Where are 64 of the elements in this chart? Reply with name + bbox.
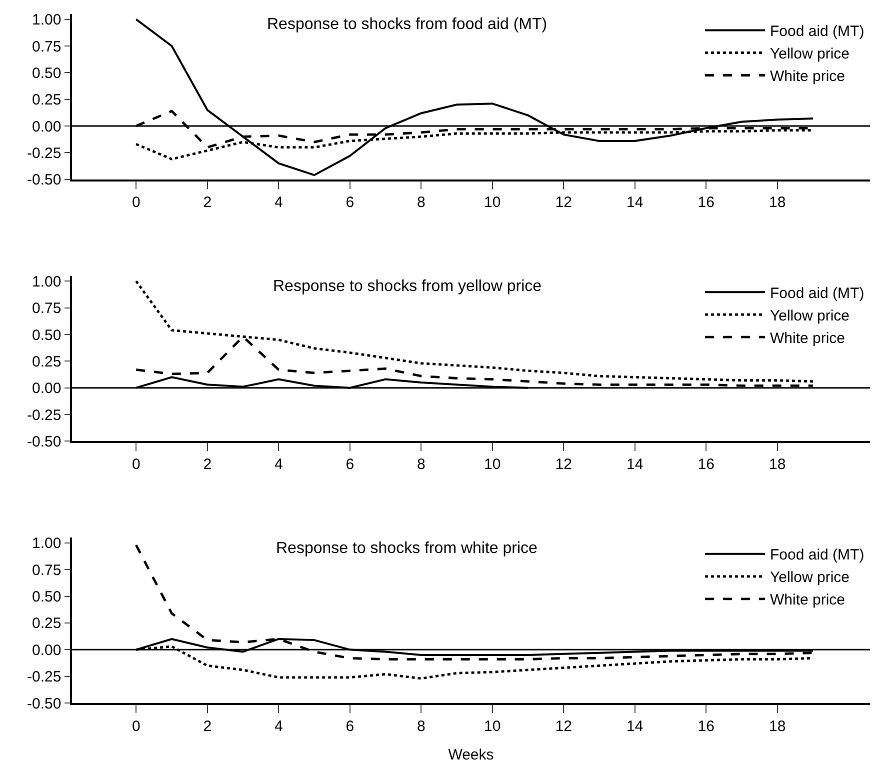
chart-title: Response to shocks from food aid (MT) [267, 16, 548, 33]
y-tick-label: -0.50 [27, 695, 62, 712]
legend-label: Yellow price [770, 569, 850, 586]
y-tick-label: -0.50 [27, 433, 62, 450]
x-tick-label: 0 [132, 718, 140, 735]
x-tick-label: 10 [484, 718, 501, 735]
x-tick-label: 6 [346, 718, 354, 735]
y-tick-label: -0.50 [27, 172, 62, 189]
x-tick-label: 10 [484, 456, 501, 473]
x-tick-label: 2 [203, 194, 212, 212]
y-tick-label: 0.50 [32, 588, 62, 606]
y-tick-label: 0.25 [32, 92, 62, 109]
y-tick-label: 1.00 [32, 535, 62, 552]
x-tick-label: 6 [346, 456, 354, 473]
y-tick-label: 0.75 [32, 38, 62, 56]
x-tick-label: 12 [555, 194, 572, 212]
y-tick-label: -0.25 [27, 144, 62, 162]
x-tick-label: 10 [484, 194, 501, 212]
x-tick-label: 2 [203, 718, 212, 735]
legend-label: White price [770, 68, 846, 86]
chart-title: Response to shocks from yellow price [273, 278, 542, 295]
legend-label: Yellow price [770, 46, 850, 63]
legend-label: Yellow price [770, 307, 850, 324]
x-tick-label: 4 [274, 194, 283, 212]
legend-label: White price [770, 330, 846, 347]
x-tick-label: 0 [132, 194, 140, 212]
y-tick-label: 0.00 [32, 642, 62, 659]
legend-label: Food aid (MT) [770, 23, 864, 40]
x-tick-label: 16 [698, 718, 714, 735]
x-tick-label: 4 [274, 456, 283, 473]
y-tick-label: 0.75 [32, 300, 62, 318]
x-tick-label: 2 [203, 456, 212, 473]
x-tick-label: 8 [416, 718, 426, 735]
y-tick-label: -0.25 [27, 668, 62, 686]
x-tick-label: 12 [555, 456, 572, 473]
x-tick-label: 16 [698, 456, 714, 473]
x-tick-label: 0 [132, 456, 140, 473]
x-tick-label: 4 [274, 718, 283, 735]
x-tick-label: 14 [626, 718, 644, 735]
x-tick-label: 18 [769, 194, 786, 212]
chart-title: Response to shocks from white price [276, 540, 538, 557]
x-tick-label: 18 [769, 456, 786, 473]
legend-label: Food aid (MT) [770, 284, 864, 302]
x-tick-label: 6 [346, 194, 354, 212]
y-tick-label: 0.25 [32, 615, 62, 632]
y-tick-label: 1.00 [32, 273, 62, 290]
x-tick-label: 18 [769, 718, 786, 735]
y-tick-label: 0.50 [32, 326, 62, 344]
y-tick-label: 0.25 [32, 353, 62, 370]
x-axis-title: Weeks [448, 746, 494, 764]
x-tick-label: 8 [416, 194, 426, 212]
y-tick-label: -0.25 [27, 406, 62, 424]
legend-label: White price [770, 592, 846, 609]
x-tick-label: 16 [698, 194, 714, 212]
legend-label: Food aid (MT) [770, 546, 864, 564]
y-tick-label: 1.00 [32, 12, 62, 29]
x-tick-label: 14 [626, 456, 644, 473]
y-tick-label: 0.75 [32, 562, 62, 579]
y-tick-label: 0.00 [32, 380, 62, 398]
y-tick-label: 0.50 [32, 64, 62, 82]
x-tick-label: 12 [555, 718, 572, 735]
y-tick-label: 0.00 [32, 118, 62, 136]
x-tick-label: 14 [626, 194, 644, 212]
x-tick-label: 8 [416, 456, 426, 473]
